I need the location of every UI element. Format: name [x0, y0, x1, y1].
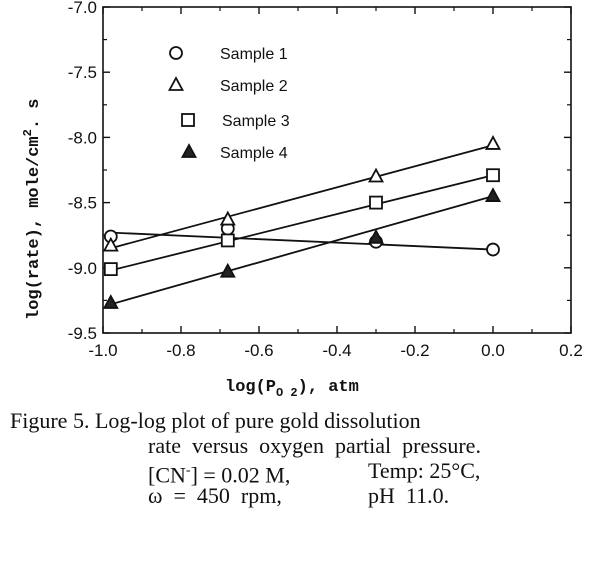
data-point-series-2 [219, 210, 236, 226]
x-tick-label: -0.6 [244, 341, 273, 360]
legend-marker-series-4 [180, 143, 198, 158]
y-tick-label: -9.0 [68, 259, 97, 278]
data-point-series-4 [484, 187, 502, 202]
data-point-series-1 [486, 242, 500, 257]
legend-marker-series-1 [169, 46, 183, 60]
legend: Sample 1 Sample 2 Sample 3 Sample 4 [167, 46, 290, 162]
caption-line-3b: Temp: 25°C, [368, 458, 481, 483]
data-point-series-3 [103, 262, 118, 277]
data-point-series-4 [367, 228, 385, 244]
fit-line [110, 144, 494, 250]
caption-line-4b: pH 11.0. [368, 483, 450, 508]
y-axis-label: log(rate), mole/cm2. s [21, 99, 44, 320]
caption-line-2: rate versus oxygen partial pressure. [148, 433, 481, 458]
fit-lines [110, 144, 494, 306]
x-tick-label: -0.4 [322, 341, 351, 360]
chart: -1.0 -0.8 -0.6 -0.4 -0.2 0.0 0.2 -7.0 -7.5 -8.0 -8… [21, 0, 583, 400]
x-tick-label: 0.0 [481, 341, 505, 360]
data-point-series-2 [102, 236, 119, 252]
caption-line-3a: [CN-] = 0.02 M, [148, 462, 291, 488]
fit-line [110, 174, 494, 272]
legend-label-series-4: Sample 4 [220, 145, 288, 162]
x-tick-label: 0.2 [559, 341, 583, 360]
data-point-series-4 [102, 294, 119, 309]
data-point-series-3 [220, 233, 235, 248]
caption-line-4a: ω = 450 rpm, [148, 483, 282, 508]
x-tick-label: -1.0 [88, 341, 117, 360]
x-tick-label: -0.8 [166, 341, 195, 360]
legend-label-series-3: Sample 3 [222, 113, 290, 130]
fit-line [110, 195, 494, 306]
data-point-series-4 [219, 262, 236, 278]
y-tick-label: -8.0 [68, 128, 97, 147]
legend-marker-series-3 [181, 113, 195, 127]
axis-ticks: -1.0 -0.8 -0.6 -0.4 -0.2 0.0 0.2 -7.0 -7.5 -8.0 -8… [68, 0, 583, 360]
data-markers [102, 135, 502, 309]
fit-line [110, 231, 494, 251]
y-tick-label: -8.5 [68, 194, 97, 213]
data-point-series-3 [369, 195, 383, 210]
legend-label-series-2: Sample 2 [220, 78, 288, 95]
data-point-series-2 [367, 167, 385, 183]
y-tick-label: -7.0 [68, 0, 97, 17]
data-point-series-2 [484, 135, 502, 150]
x-axis-label: log(PO 2), atm [225, 378, 359, 400]
y-tick-label: -9.5 [68, 324, 97, 343]
x-tick-label: -0.2 [400, 341, 429, 360]
y-tick-label: -7.5 [68, 63, 97, 82]
figure-caption: Figure 5. Log-log plot of pure gold diss… [0, 408, 481, 583]
legend-marker-series-2 [167, 76, 185, 91]
caption-line-1: Figure 5. Log-log plot of pure gold diss… [10, 408, 421, 433]
data-point-series-3 [486, 168, 500, 183]
legend-label-series-1: Sample 1 [220, 46, 288, 63]
